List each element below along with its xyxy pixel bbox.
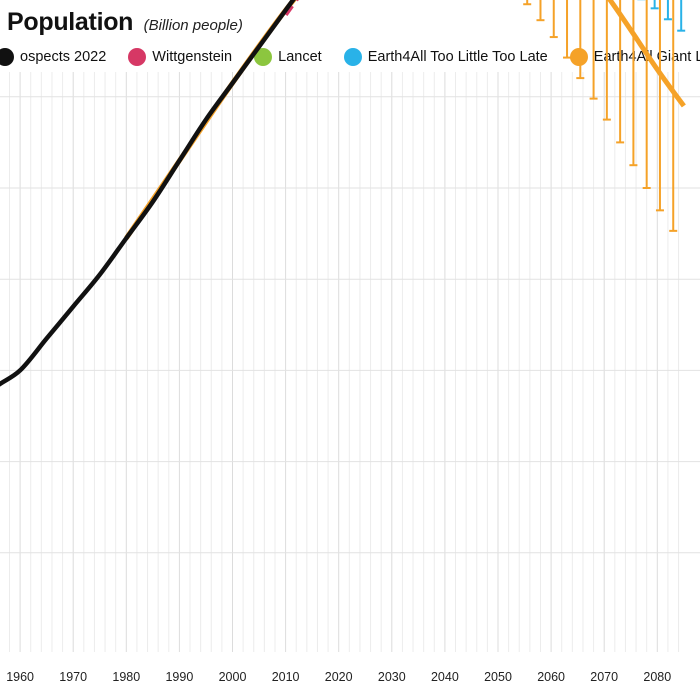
wittgenstein-line <box>283 0 299 17</box>
x-tick-label: 2070 <box>590 670 618 684</box>
x-tick-label: 1980 <box>112 670 140 684</box>
earth4all-giant-leap-error-bar <box>549 0 558 39</box>
x-tick-label: 2050 <box>484 670 512 684</box>
legend-item-too-little-too-late[interactable]: Earth4All Too Little Too Late <box>343 48 548 66</box>
earth4all-giant-leap-error-bar <box>669 0 678 232</box>
x-tick-label: 2030 <box>378 670 406 684</box>
earth4all-too-little-too-late-error-bar <box>650 0 659 10</box>
chart-subtitle: (Billion people) <box>143 17 243 34</box>
legend-label: Wittgenstein <box>152 49 233 65</box>
legend-item-lancet[interactable]: Lancet <box>254 48 322 66</box>
earth4all-giant-leap-error-bar <box>589 0 598 100</box>
title-row: Population (Billion people) <box>7 8 243 37</box>
x-tick-label: 2040 <box>431 670 459 684</box>
earth4all-too-little-too-late-error-bar <box>663 0 672 21</box>
earth4all-too-little-too-late-error-bar <box>677 0 686 32</box>
x-tick-label: 2060 <box>537 670 565 684</box>
legend-label: Earth4All Too Little Too Late <box>367 49 548 65</box>
legend-dot-icon <box>343 48 362 66</box>
historical-line <box>0 0 296 387</box>
x-tick-label: 1970 <box>59 670 87 684</box>
legend-item-wpp[interactable]: ospects 2022 <box>0 48 106 66</box>
earth4all-giant-leap-error-bar <box>629 0 638 167</box>
series-lines <box>0 0 686 387</box>
legend-dot-icon <box>128 48 147 66</box>
earth4all-giant-leap-line <box>124 0 686 240</box>
x-tick-label: 2010 <box>272 670 300 684</box>
earth4all-giant-leap-error-bar <box>576 0 585 80</box>
grid <box>0 72 700 652</box>
x-tick-label: 2080 <box>643 670 671 684</box>
legend-dot-icon <box>0 48 14 66</box>
error-bars <box>523 0 686 232</box>
earth4all-giant-leap-error-bar <box>655 0 664 212</box>
x-tick-label: 2000 <box>219 670 247 684</box>
legend-dot-icon <box>569 48 588 66</box>
earth4all-giant-leap-error-bar <box>536 0 545 22</box>
earth4all-giant-leap-error-bar <box>616 0 625 144</box>
legend-dot-icon <box>254 48 273 66</box>
legend-label: Lancet <box>278 49 322 65</box>
chart-title: Population <box>7 8 134 36</box>
x-axis-ticks: 1960 1970 1980 1990 2000 2010 2020 2030 2040 2050… <box>6 670 671 684</box>
x-tick-label: 1960 <box>6 670 34 684</box>
earth4all-giant-leap-error-bar <box>602 0 611 121</box>
x-tick-label: 1990 <box>165 670 193 684</box>
legend-label: ospects 2022 <box>20 49 107 65</box>
earth4all-giant-leap-error-bar <box>563 0 572 59</box>
earth4all-giant-leap-error-bar <box>642 0 651 189</box>
earth4all-giant-leap-error-bar <box>523 0 532 6</box>
x-tick-label: 2020 <box>325 670 353 684</box>
legend-item-wittgenstein[interactable]: Wittgenstein <box>128 48 232 66</box>
